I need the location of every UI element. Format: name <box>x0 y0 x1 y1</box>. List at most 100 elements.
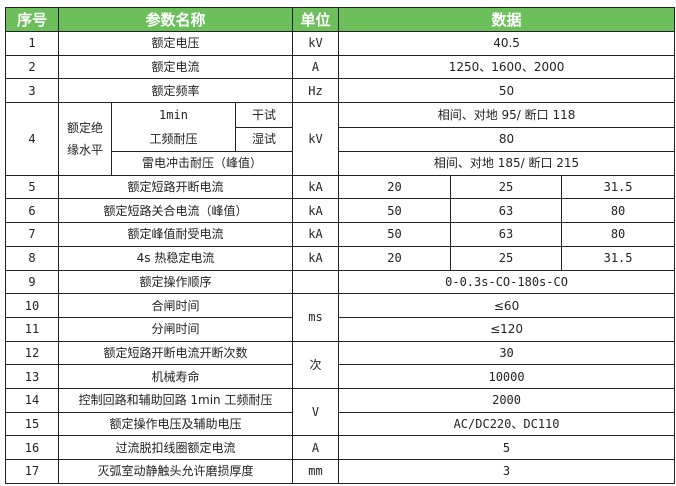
table-row: 湿试 80 <box>6 126 676 153</box>
row-name: 机械寿命 <box>57 364 294 389</box>
table-row: 10 合闸时间 ms ≤60 <box>5 293 676 342</box>
row-name: 4s 热稳定电流 <box>57 245 294 271</box>
row-no: 15 <box>5 411 59 437</box>
row-value: AC/DC220、DC110 <box>338 411 676 437</box>
row-value: ≤120 <box>338 316 676 342</box>
row-name: 分闸时间 <box>57 316 294 342</box>
row-unit: Hz <box>292 78 340 104</box>
table-row: 4 额定绝缘水平 1min 工频耐压 干试 kV 相间、对地 95/ 断口 11… <box>5 102 676 176</box>
row-value: 20 <box>338 174 452 200</box>
table-row: 16 过流脱扣线圈额定电流 A 5 <box>5 435 676 460</box>
table-row: 14 控制回路和辅助回路 1min 工频耐压 V 2000 <box>5 387 676 437</box>
row-name: 控制回路和辅助回路 1min 工频耐压 <box>57 387 294 413</box>
row-value: 80 <box>561 198 676 224</box>
row-value: 63 <box>450 198 563 224</box>
row-value: 80 <box>561 222 676 247</box>
row-name: 额定短路开断电流开断次数 <box>57 340 294 366</box>
table-row: 9 额定操作顺序 0-0.3s-CO-180s-CO <box>5 269 676 295</box>
row-value: 1250、1600、2000 <box>338 54 676 80</box>
row-unit <box>292 269 340 295</box>
header-name: 参数名称 <box>57 7 294 32</box>
row-no: 17 <box>5 459 59 484</box>
row-name: 合闸时间 <box>57 293 294 318</box>
row-unit: kA <box>292 245 340 271</box>
header-unit: 单位 <box>292 7 340 32</box>
row-unit: V <box>292 387 340 437</box>
row-value: 3 <box>338 459 676 484</box>
header-data: 数据 <box>338 7 676 32</box>
row-no: 4 <box>5 102 59 176</box>
row-no: 16 <box>5 435 59 460</box>
row-name: 额定短路关合电流（峰值） <box>57 198 294 224</box>
row-unit: kV <box>292 102 340 176</box>
table-row: 8 4s 热稳定电流 kA 20 25 31.5 <box>5 245 676 271</box>
row-value: 50 <box>338 78 676 104</box>
row-no: 14 <box>5 387 59 413</box>
table-row: 2 额定电流 A 1250、1600、2000 <box>5 54 676 80</box>
dry-test-label: 干试 <box>234 102 294 128</box>
row-no: 1 <box>5 31 59 56</box>
parameter-table: 序号 参数名称 单位 数据 1 额定电压 kV 40.5 2 额定电流 A 12… <box>5 7 676 484</box>
table-row: 5 额定短路开断电流 kA 20 25 31.5 <box>5 174 676 200</box>
row-value: 0-0.3s-CO-180s-CO <box>338 269 676 295</box>
table-row: 15 额定操作电压及辅助电压 AC/DC220、DC110 <box>5 411 676 437</box>
power-frequency-text: 工频耐压 <box>149 132 198 147</box>
wet-test-value: 80 <box>338 126 676 153</box>
row-no: 13 <box>5 364 59 389</box>
table-row: 6 额定短路关合电流（峰值） kA 50 63 80 <box>5 198 676 224</box>
row-unit: kA <box>292 222 340 247</box>
table-row: 雷电冲击耐压（峰值） 相间、对地 185/ 断口 215 <box>6 151 676 176</box>
row-value: 31.5 <box>561 245 676 271</box>
row-value: 30 <box>338 340 676 366</box>
wet-test-label: 湿试 <box>234 126 294 153</box>
row-no: 3 <box>5 78 59 104</box>
row-value: 31.5 <box>561 174 676 200</box>
row-no: 12 <box>5 340 59 366</box>
row-no: 11 <box>5 316 59 342</box>
row-no: 5 <box>5 174 59 200</box>
duration-label: 1min <box>159 108 188 123</box>
table-header: 序号 参数名称 单位 数据 <box>5 7 676 32</box>
power-frequency-label: 1min 工频耐压 <box>111 102 236 153</box>
table-row: 17 灭弧室动静触头允许磨损厚度 mm 3 <box>5 459 676 484</box>
row-no: 8 <box>5 245 59 271</box>
table-row: 13 机械寿命 10000 <box>5 364 676 389</box>
row-value: 5 <box>338 435 676 460</box>
row-unit: 次 <box>292 340 340 389</box>
table-row: 11 分闸时间 ≤120 <box>5 316 676 342</box>
row-no: 2 <box>5 54 59 80</box>
row-no: 7 <box>5 222 59 247</box>
impulse-label: 雷电冲击耐压（峰值） <box>110 151 294 176</box>
row-name: 额定短路开断电流 <box>57 174 294 200</box>
dry-test-value: 相间、对地 95/ 断口 118 <box>338 102 676 128</box>
row-value: 50 <box>338 222 452 247</box>
row-name: 额定电压 <box>57 31 294 56</box>
insulation-level-text: 额定绝缘水平 <box>67 120 104 157</box>
row-value: 25 <box>450 174 563 200</box>
row-value: 2000 <box>338 387 676 413</box>
impulse-value: 相间、对地 185/ 断口 215 <box>338 151 676 176</box>
row-unit: A <box>292 435 340 460</box>
row-unit: A <box>292 54 340 80</box>
row-name: 额定操作电压及辅助电压 <box>57 411 294 437</box>
table-row: 12 额定短路开断电流开断次数 次 30 <box>5 340 676 389</box>
row-no: 9 <box>5 269 59 295</box>
insulation-level-label: 额定绝缘水平 <box>58 102 112 176</box>
row-name: 过流脱扣线圈额定电流 <box>57 435 294 460</box>
row-unit: mm <box>292 459 340 484</box>
row-no: 6 <box>5 198 59 224</box>
row-name: 灭弧室动静触头允许磨损厚度 <box>57 459 294 484</box>
row-value: ≤60 <box>338 293 676 318</box>
header-no: 序号 <box>5 7 59 32</box>
row-name: 额定峰值耐受电流 <box>57 222 294 247</box>
row-value: 25 <box>450 245 563 271</box>
row-no: 10 <box>5 293 59 318</box>
table-row: 1 额定电压 kV 40.5 <box>5 31 676 56</box>
row-value: 20 <box>338 245 452 271</box>
table-row: 3 额定频率 Hz 50 <box>5 78 676 104</box>
row-name: 额定频率 <box>57 78 294 104</box>
row-name: 额定电流 <box>57 54 294 80</box>
table-row: 7 额定峰值耐受电流 kA 50 63 80 <box>5 222 676 247</box>
row-value: 63 <box>450 222 563 247</box>
row-name: 额定操作顺序 <box>57 269 294 295</box>
